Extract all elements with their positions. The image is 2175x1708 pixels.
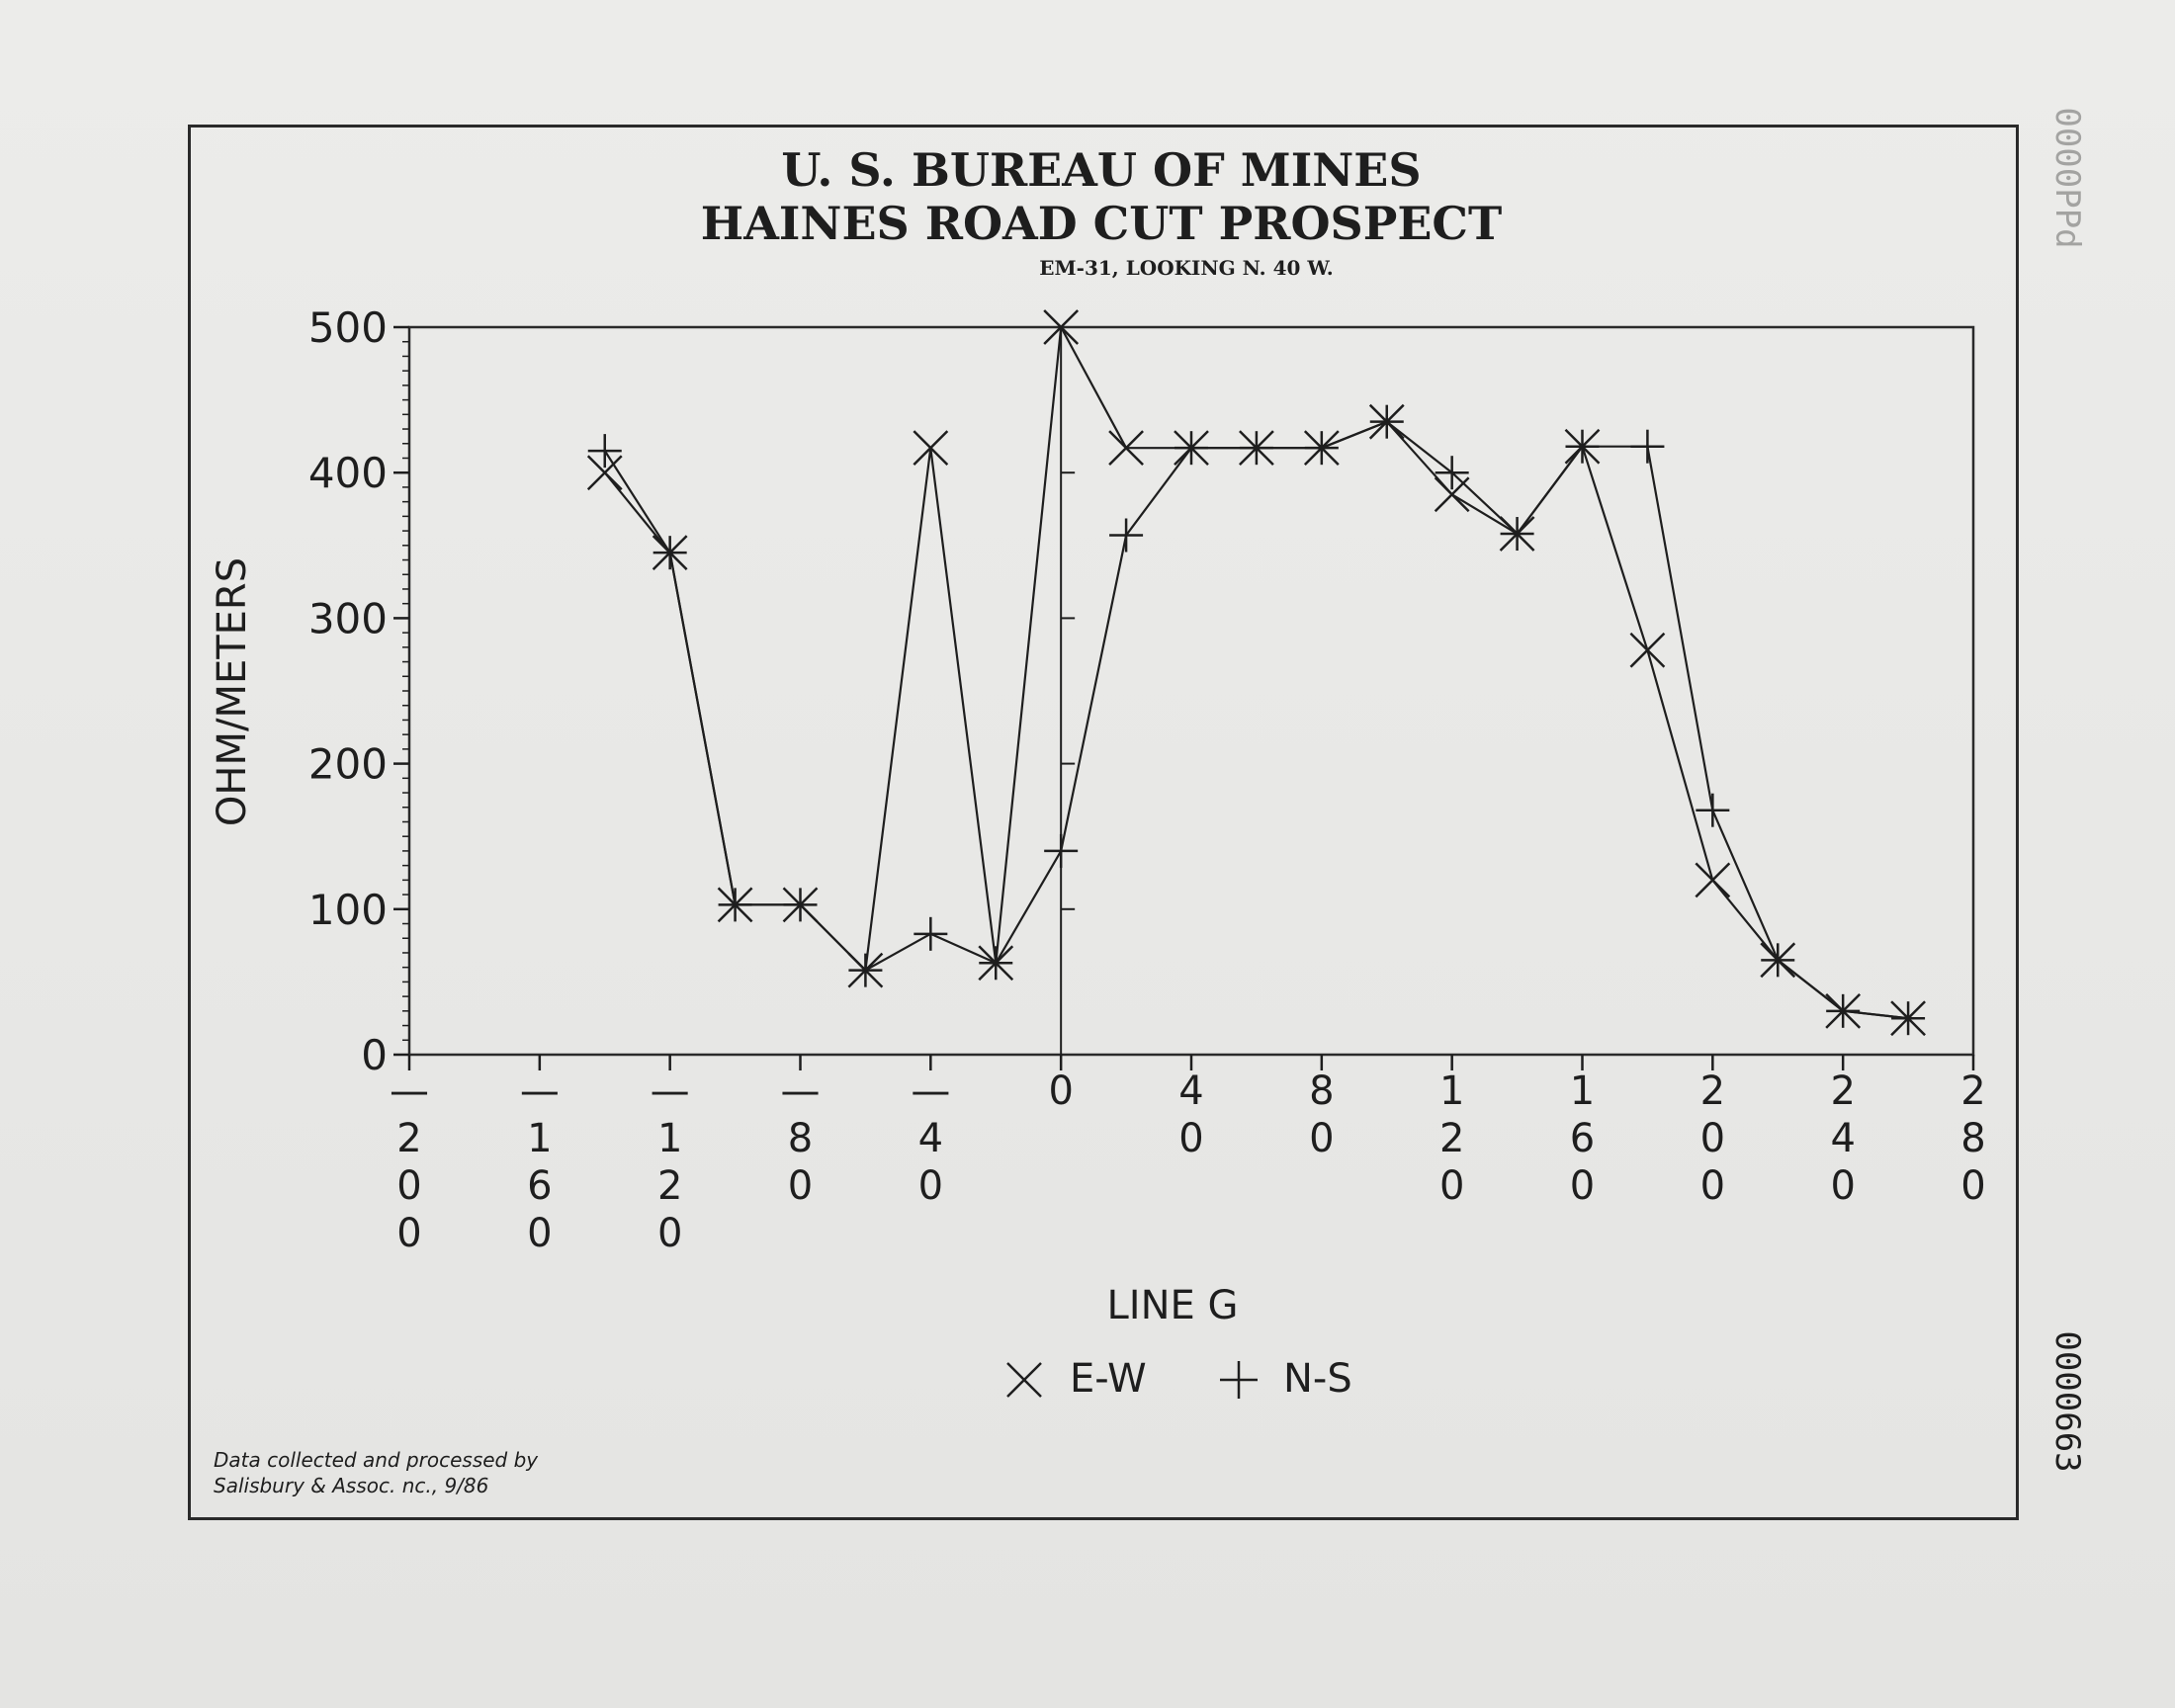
legend: E-W N-S <box>1006 1356 1352 1402</box>
data-point-e-w <box>1108 430 1144 467</box>
chart-title: U. S. BUREAU OF MINES <box>781 143 1421 197</box>
data-point-n-s <box>783 888 818 922</box>
y-tick-label: 300 <box>308 594 388 642</box>
data-point-n-s <box>1500 517 1534 552</box>
x-tick-label: —1 2 0 <box>651 1068 690 1256</box>
margin-code-top: 0000PPd <box>2047 107 2087 248</box>
data-series <box>586 309 1926 1037</box>
series-line-n-s <box>603 420 1909 1020</box>
legend-ew-marker <box>1006 1362 1042 1398</box>
data-point-e-w <box>1695 862 1731 898</box>
chart-caption: EM-31, LOOKING N. 40 W. <box>1039 256 1333 280</box>
data-point-n-s <box>1761 943 1795 978</box>
data-point-n-s <box>1044 833 1079 868</box>
data-point-e-w <box>1043 309 1080 345</box>
credit-line-2: Salisbury & Assoc. nc., 9/86 <box>214 1474 488 1497</box>
data-point-n-s <box>848 953 883 987</box>
data-point-n-s <box>718 888 752 922</box>
x-tick-label: —4 0 <box>911 1068 950 1209</box>
y-tick-label: 500 <box>308 303 388 352</box>
x-axis: —2 0 0 — 1 6 0 — 1 2 0 — 8 0 — 4 0 0 4 0 8 0 1 2 0 1 6 0 2 0 0 2 4 0 2 8 0 <box>390 1055 1986 1256</box>
data-point-n-s <box>1304 431 1339 466</box>
credit-line-1: Data collected and processed by <box>214 1448 539 1472</box>
data-point-n-s <box>1369 404 1404 439</box>
data-point-n-s <box>1174 431 1208 466</box>
data-point-e-w <box>586 455 623 491</box>
x-tick-label: —1 6 0 <box>520 1068 560 1256</box>
x-axis-label: LINE G <box>1107 1283 1239 1328</box>
data-point-n-s <box>979 946 1013 981</box>
chart-frame-border <box>188 125 2019 1520</box>
data-point-e-w <box>1629 632 1666 668</box>
data-point-n-s <box>1826 993 1861 1028</box>
data-point-n-s <box>1239 431 1273 466</box>
y-tick-label: 400 <box>308 449 388 497</box>
x-tick-label: —2 0 0 <box>390 1068 429 1256</box>
data-point-n-s <box>1696 793 1730 827</box>
y-axis: 0 100 200 300 400 500 <box>308 303 1076 1079</box>
data-point-n-s <box>587 434 622 469</box>
margin-code-side: 0000663 <box>2047 1330 2087 1472</box>
data-point-n-s <box>1109 518 1144 553</box>
legend-ns-marker <box>1220 1361 1258 1399</box>
chart-subtitle: HAINES ROAD CUT PROSPECT <box>701 197 1502 250</box>
x-tick-label: 0 <box>1048 1068 1073 1114</box>
legend-ew-label: E-W <box>1070 1356 1147 1402</box>
y-tick-label: 100 <box>308 886 388 934</box>
x-tick-label: —8 0 <box>781 1068 821 1209</box>
data-point-n-s <box>1435 456 1469 490</box>
y-tick-label: 200 <box>308 740 388 789</box>
data-point-n-s <box>1630 429 1665 464</box>
y-axis-label: OHM/METERS <box>210 557 255 826</box>
legend-ns-label: N-S <box>1283 1356 1352 1402</box>
data-point-n-s <box>914 916 948 951</box>
data-point-n-s <box>1565 429 1600 464</box>
data-point-n-s <box>1891 1001 1926 1036</box>
data-point-n-s <box>652 536 687 570</box>
y-tick-label: 0 <box>361 1031 388 1079</box>
data-point-e-w <box>913 430 949 467</box>
